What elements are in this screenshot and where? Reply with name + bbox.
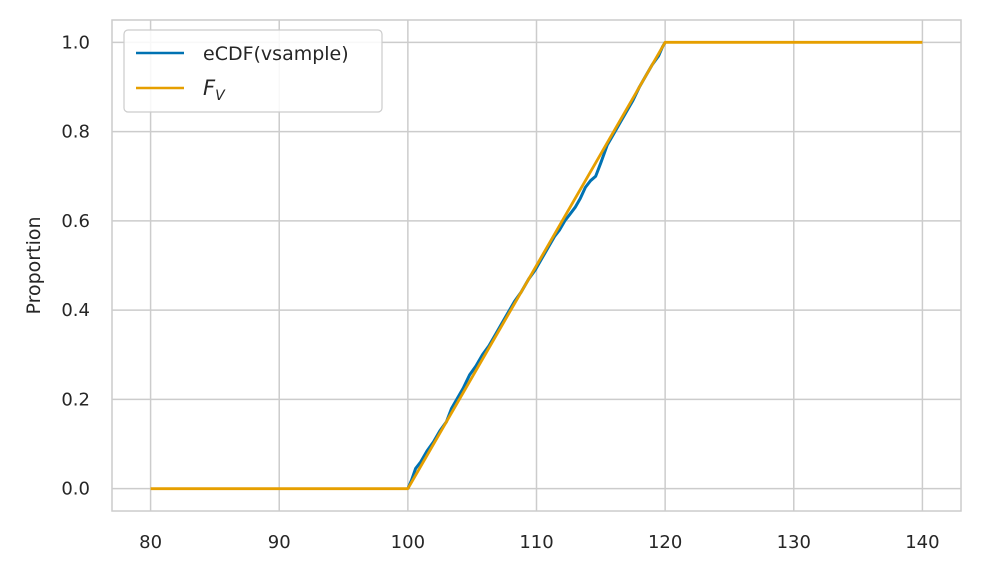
y-tick-label: 0.0	[61, 479, 90, 500]
y-tick-label: 0.4	[61, 300, 90, 321]
x-tick-label: 100	[391, 532, 425, 553]
plot-frame	[111, 19, 962, 512]
legend: eCDF(vsample) FV	[123, 29, 383, 113]
x-tick-label: 110	[519, 532, 553, 553]
x-tick-label: 130	[777, 532, 811, 553]
y-tick-labels: 0.0 0.2 0.4 0.6 0.8 1.0	[61, 32, 90, 499]
x-tick-label: 120	[648, 532, 682, 553]
legend-label-fv-sub: V	[215, 88, 226, 104]
y-tick-label: 1.0	[61, 32, 90, 53]
y-axis-label: Proportion	[23, 216, 45, 314]
series-lines	[150, 40, 923, 491]
x-tick-label: 90	[268, 532, 291, 553]
x-tick-label: 140	[905, 532, 939, 553]
legend-label-ecdf: eCDF(vsample)	[203, 43, 349, 65]
x-tick-label: 80	[139, 532, 162, 553]
legend-label-fv-base: F	[203, 76, 216, 100]
y-tick-label: 0.2	[61, 389, 90, 410]
legend-label-fv: FV	[203, 76, 226, 104]
y-tick-label: 0.8	[61, 122, 90, 143]
y-tick-label: 0.6	[61, 211, 90, 232]
series-line-fv	[150, 40, 923, 491]
x-tick-labels: 80 90 100 110 120 130 140	[139, 532, 939, 553]
legend-box	[123, 29, 383, 113]
